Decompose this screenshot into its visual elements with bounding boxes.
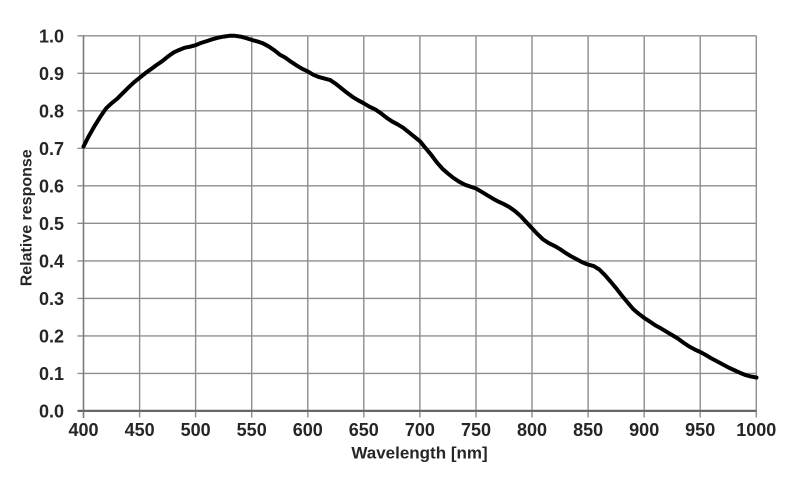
svg-text:0.7: 0.7	[39, 139, 64, 159]
svg-text:1.0: 1.0	[39, 26, 64, 46]
svg-text:400: 400	[68, 420, 98, 440]
svg-text:600: 600	[293, 420, 323, 440]
svg-text:0.1: 0.1	[39, 364, 64, 384]
svg-text:950: 950	[685, 420, 715, 440]
svg-text:500: 500	[181, 420, 211, 440]
svg-text:0.6: 0.6	[39, 176, 64, 196]
svg-text:Wavelength [nm]: Wavelength [nm]	[351, 444, 487, 463]
svg-text:0.8: 0.8	[39, 101, 64, 121]
svg-text:0.4: 0.4	[39, 251, 64, 271]
svg-text:0.3: 0.3	[39, 289, 64, 309]
svg-text:800: 800	[517, 420, 547, 440]
svg-text:900: 900	[629, 420, 659, 440]
svg-text:0.0: 0.0	[39, 401, 64, 421]
svg-text:0.9: 0.9	[39, 64, 64, 84]
svg-text:850: 850	[573, 420, 603, 440]
svg-text:Relative response: Relative response	[18, 149, 35, 286]
svg-text:650: 650	[349, 420, 379, 440]
svg-text:700: 700	[405, 420, 435, 440]
svg-text:550: 550	[237, 420, 267, 440]
svg-text:0.5: 0.5	[39, 214, 64, 234]
svg-text:0.2: 0.2	[39, 326, 64, 346]
svg-text:450: 450	[125, 420, 155, 440]
svg-text:750: 750	[461, 420, 491, 440]
svg-text:1000: 1000	[736, 420, 776, 440]
